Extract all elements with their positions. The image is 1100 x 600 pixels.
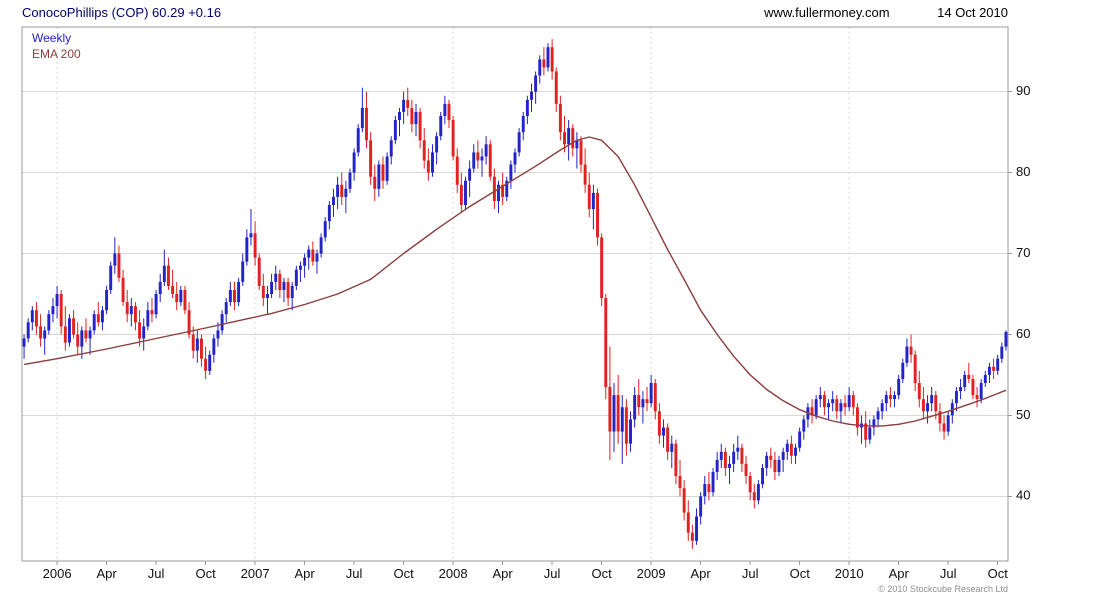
- svg-text:Jul: Jul: [346, 566, 363, 581]
- svg-text:Apr: Apr: [294, 566, 315, 581]
- svg-text:Jul: Jul: [940, 566, 957, 581]
- svg-text:Jul: Jul: [148, 566, 165, 581]
- chart-legend: Weekly EMA 200: [32, 30, 81, 62]
- svg-text:2010: 2010: [835, 566, 864, 581]
- svg-text:2009: 2009: [637, 566, 666, 581]
- svg-text:80: 80: [1016, 164, 1030, 179]
- svg-text:Oct: Oct: [591, 566, 612, 581]
- svg-text:2007: 2007: [241, 566, 270, 581]
- report-date: 14 Oct 2010: [937, 5, 1008, 20]
- svg-text:40: 40: [1016, 488, 1030, 503]
- chart-title: ConocoPhillips (COP) 60.29 +0.16: [22, 5, 222, 20]
- svg-text:2006: 2006: [43, 566, 72, 581]
- svg-text:Oct: Oct: [393, 566, 414, 581]
- svg-text:90: 90: [1016, 83, 1030, 98]
- ema-200-label: EMA 200: [32, 47, 81, 61]
- svg-text:Oct: Oct: [195, 566, 216, 581]
- fullermoney-url: www.fullermoney.com: [764, 5, 890, 20]
- svg-text:70: 70: [1016, 245, 1030, 260]
- svg-text:Jul: Jul: [742, 566, 759, 581]
- svg-text:Apr: Apr: [96, 566, 117, 581]
- weekly-series-label: Weekly: [32, 31, 72, 45]
- svg-text:Oct: Oct: [988, 566, 1009, 581]
- svg-text:Apr: Apr: [889, 566, 910, 581]
- svg-text:Apr: Apr: [492, 566, 513, 581]
- svg-text:2008: 2008: [439, 566, 468, 581]
- header-right: www.fullermoney.com 14 Oct 2010: [764, 5, 1008, 20]
- svg-text:50: 50: [1016, 407, 1030, 422]
- copyright-notice: © 2010 Stockcube Research Ltd: [878, 584, 1008, 594]
- svg-text:Jul: Jul: [544, 566, 561, 581]
- svg-text:Oct: Oct: [790, 566, 811, 581]
- svg-text:60: 60: [1016, 326, 1030, 341]
- svg-text:Apr: Apr: [690, 566, 711, 581]
- chart-header: ConocoPhillips (COP) 60.29 +0.16 www.ful…: [22, 5, 1008, 20]
